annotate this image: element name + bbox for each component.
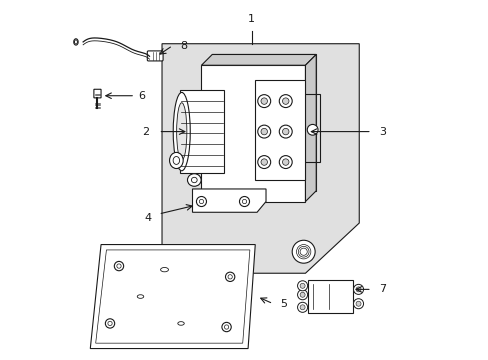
Circle shape	[355, 301, 360, 306]
Circle shape	[297, 302, 307, 312]
Circle shape	[196, 197, 206, 207]
Circle shape	[282, 129, 288, 135]
Circle shape	[282, 159, 288, 165]
Ellipse shape	[191, 177, 197, 183]
FancyBboxPatch shape	[212, 54, 316, 191]
Polygon shape	[201, 54, 316, 65]
Circle shape	[261, 159, 267, 165]
Circle shape	[108, 321, 112, 325]
Polygon shape	[90, 244, 255, 348]
Circle shape	[300, 283, 305, 288]
Circle shape	[279, 125, 292, 138]
Circle shape	[279, 156, 292, 168]
Ellipse shape	[176, 103, 186, 161]
Ellipse shape	[173, 157, 179, 165]
Circle shape	[242, 199, 246, 204]
Circle shape	[300, 305, 305, 310]
Ellipse shape	[74, 40, 77, 44]
Polygon shape	[162, 44, 359, 273]
Circle shape	[297, 281, 307, 291]
Circle shape	[355, 287, 360, 292]
FancyBboxPatch shape	[255, 80, 305, 180]
Ellipse shape	[169, 152, 183, 168]
Circle shape	[257, 125, 270, 138]
Circle shape	[292, 240, 314, 263]
Circle shape	[222, 322, 231, 332]
FancyBboxPatch shape	[308, 280, 352, 314]
Circle shape	[114, 261, 123, 271]
FancyBboxPatch shape	[201, 65, 305, 202]
Circle shape	[224, 325, 228, 329]
Circle shape	[353, 284, 363, 294]
Text: 6: 6	[139, 91, 145, 101]
Circle shape	[105, 319, 115, 328]
Ellipse shape	[74, 39, 78, 45]
Circle shape	[282, 98, 288, 104]
FancyBboxPatch shape	[147, 51, 163, 61]
Circle shape	[261, 129, 267, 135]
Polygon shape	[192, 189, 265, 212]
Circle shape	[257, 156, 270, 168]
FancyBboxPatch shape	[180, 90, 224, 173]
Circle shape	[306, 125, 317, 135]
Circle shape	[279, 95, 292, 108]
Text: 5: 5	[280, 299, 287, 309]
Text: 3: 3	[378, 127, 385, 136]
Text: 8: 8	[180, 41, 187, 50]
Polygon shape	[305, 54, 316, 202]
Circle shape	[300, 292, 305, 297]
Circle shape	[225, 272, 234, 282]
FancyBboxPatch shape	[94, 89, 101, 98]
Circle shape	[117, 264, 121, 268]
Circle shape	[257, 95, 270, 108]
Circle shape	[239, 197, 249, 207]
Text: 7: 7	[378, 284, 386, 294]
Text: 1: 1	[248, 14, 255, 24]
Ellipse shape	[173, 93, 190, 171]
Circle shape	[227, 275, 232, 279]
Text: 4: 4	[144, 213, 151, 222]
Circle shape	[199, 199, 203, 204]
Ellipse shape	[187, 174, 201, 186]
Circle shape	[261, 98, 267, 104]
Circle shape	[297, 290, 307, 300]
Text: 2: 2	[142, 127, 149, 136]
Circle shape	[353, 299, 363, 309]
